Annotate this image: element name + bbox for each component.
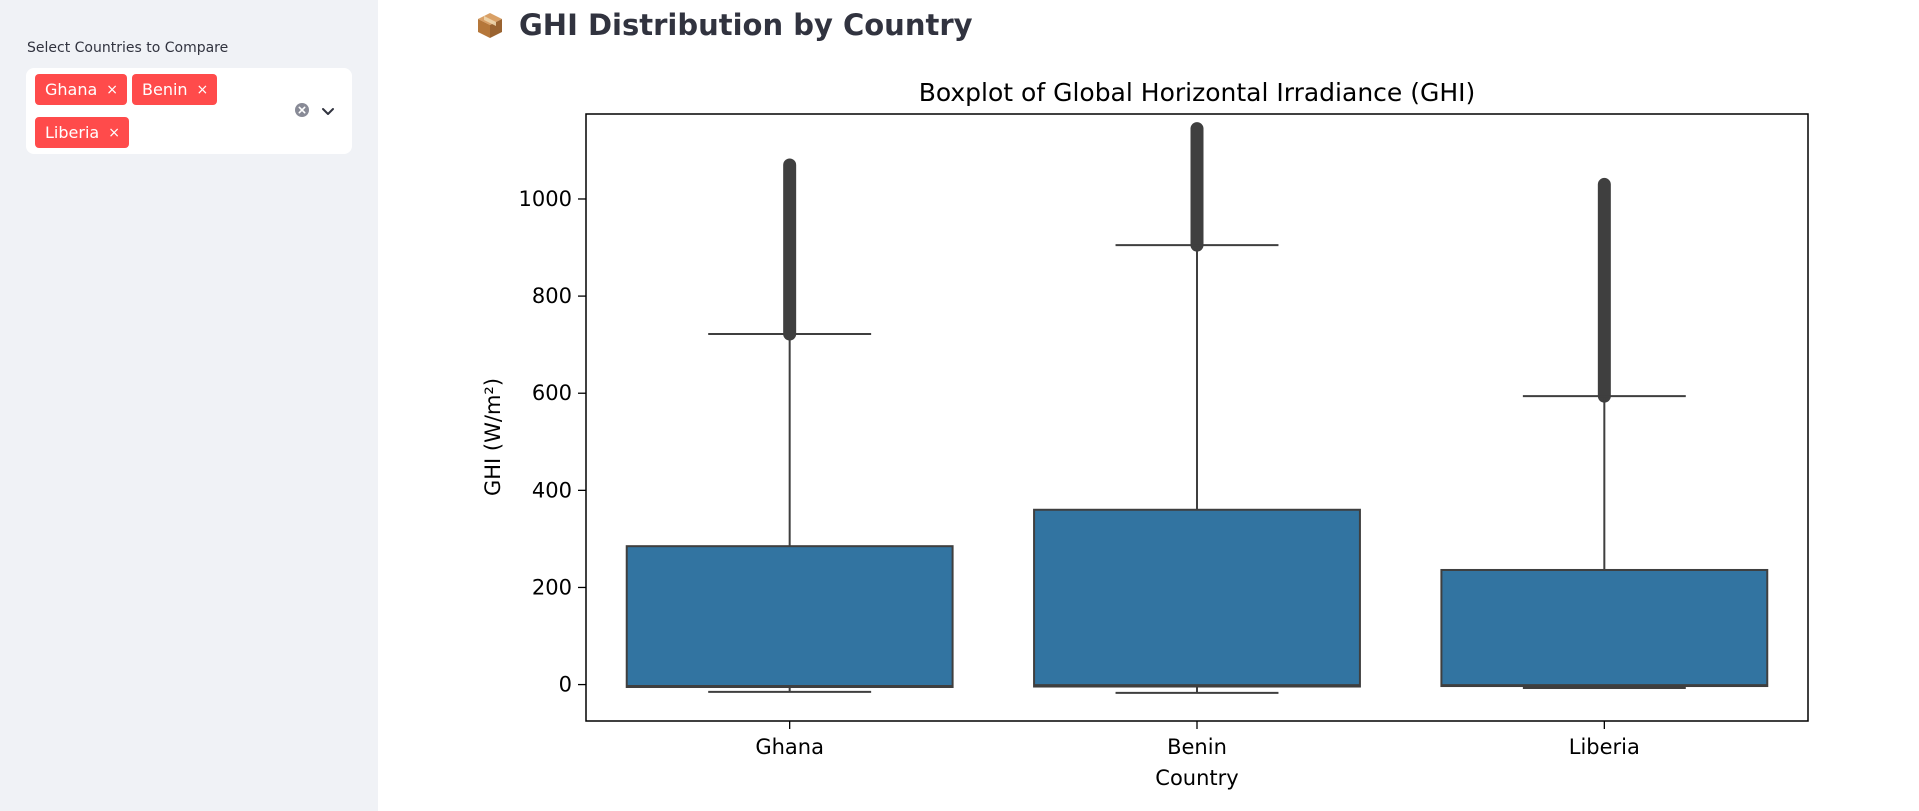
select-countries-label: Select Countries to Compare <box>27 40 229 56</box>
clear-all-icon[interactable] <box>294 102 310 118</box>
remove-ghana-icon[interactable]: × <box>106 81 119 98</box>
box-group-benin <box>1033 122 1361 694</box>
chart-title: Boxplot of Global Horizontal Irradiance … <box>919 78 1476 107</box>
chip-label: Benin <box>142 80 188 99</box>
y-axis-label: GHI (W/m²) <box>481 378 505 496</box>
box-group-ghana <box>625 158 954 693</box>
box-series <box>625 122 1769 694</box>
chip-benin: Benin × <box>132 74 218 105</box>
country-multiselect[interactable]: Ghana × Benin × Liberia × <box>26 68 352 154</box>
chevron-down-icon[interactable] <box>319 102 337 120</box>
chip-label: Liberia <box>45 123 100 142</box>
y-tick-label: 400 <box>532 478 572 502</box>
chip-label: Ghana <box>45 80 98 99</box>
chip-ghana: Ghana × <box>35 74 128 105</box>
ghi-boxplot-chart: Boxplot of Global Horizontal Irradiance … <box>481 78 1809 790</box>
package-icon <box>478 13 502 38</box>
remove-benin-icon[interactable]: × <box>196 81 209 98</box>
remove-liberia-icon[interactable]: × <box>108 124 120 141</box>
y-tick-label: 200 <box>532 575 572 599</box>
x-tick-label: Benin <box>1167 735 1227 759</box>
box-iqr <box>1033 508 1361 688</box>
x-axis: Ghana Benin Liberia <box>755 721 1640 759</box>
page-title-text: GHI Distribution by Country <box>519 8 973 42</box>
box-iqr <box>625 545 954 689</box>
y-tick-label: 800 <box>532 284 572 308</box>
main-content: GHI Distribution by Country Boxplot of G… <box>378 0 1919 811</box>
chip-liberia: Liberia × <box>35 117 129 148</box>
y-axis: 0 200 400 600 800 1000 <box>519 187 586 697</box>
box-group-liberia <box>1440 177 1769 689</box>
y-tick-label: 1000 <box>519 187 572 211</box>
y-tick-label: 0 <box>559 673 572 697</box>
x-axis-label: Country <box>1155 766 1238 790</box>
page-title: GHI Distribution by Country <box>475 8 973 42</box>
box-iqr <box>1440 568 1769 688</box>
x-tick-label: Ghana <box>755 735 824 759</box>
y-tick-label: 600 <box>532 381 572 405</box>
x-tick-label: Liberia <box>1569 735 1640 759</box>
sidebar: Select Countries to Compare Ghana × Beni… <box>0 0 378 811</box>
